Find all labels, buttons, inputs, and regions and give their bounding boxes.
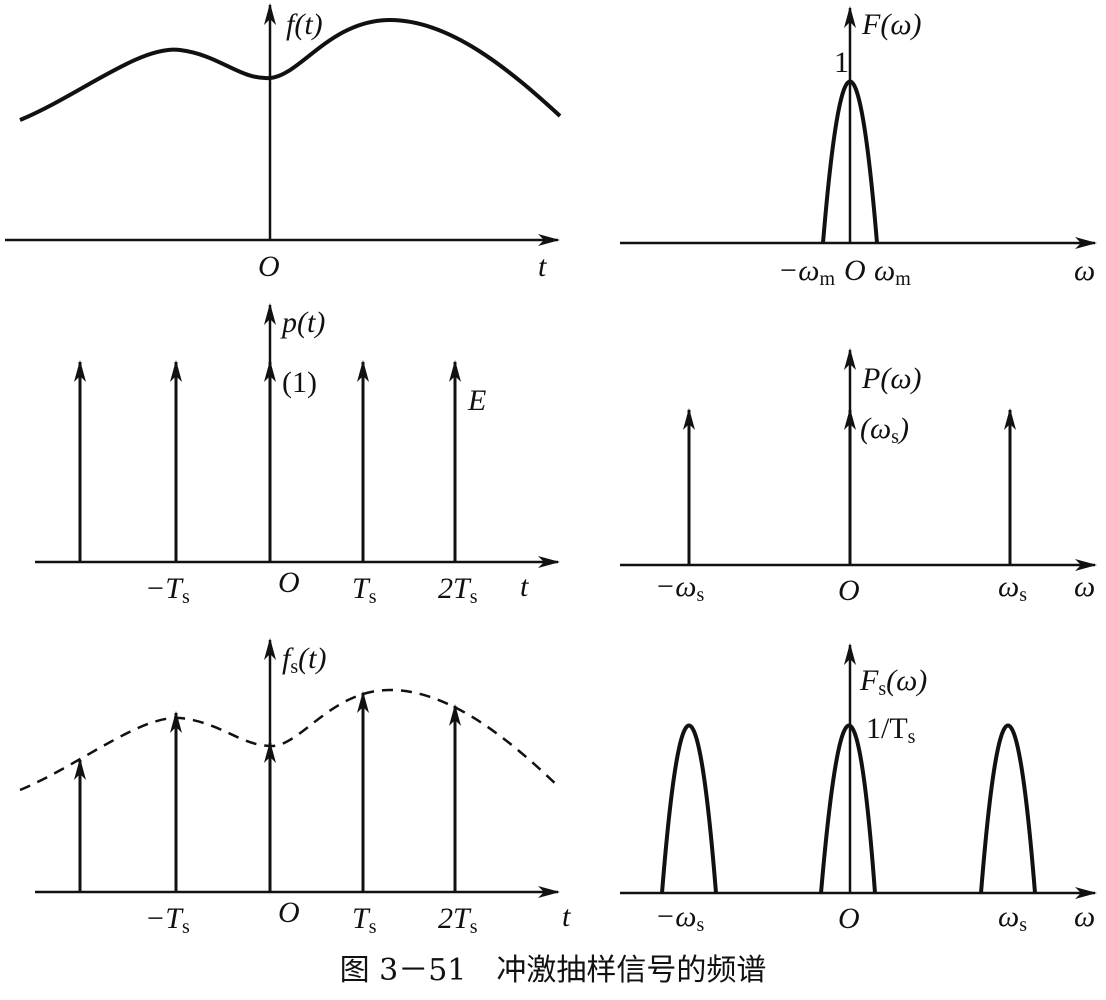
two-ts-label: 2Ts xyxy=(438,572,478,608)
ylabel: p(t) xyxy=(280,306,325,339)
ws-label: ωs xyxy=(998,570,1027,606)
neg-ws-label: −ωs xyxy=(655,900,704,936)
spectrum-lobe xyxy=(979,723,1037,894)
origin-label: O xyxy=(258,250,280,283)
two-ts-label: 2Ts xyxy=(438,902,478,938)
ts-label: Ts xyxy=(352,572,377,608)
amplitude-label: E xyxy=(467,384,486,417)
ylabel: Fs(ω) xyxy=(859,664,927,700)
ylabel: f(t) xyxy=(286,8,323,41)
peak-label: 1 xyxy=(834,46,849,79)
panel-Fs-freq: Fs(ω) 1/Ts −ωs O ωs ω xyxy=(620,643,1097,936)
weight-label: (1) xyxy=(282,366,317,399)
ylabel: P(ω) xyxy=(861,362,922,395)
envelope-dashed xyxy=(19,688,561,792)
spectrum-lobe xyxy=(821,79,879,244)
panel-F-freq: F(ω) 1 −ωm O ωm ω xyxy=(620,6,1097,290)
panel-f-time: f(t) O t xyxy=(5,3,562,283)
xlabel: t xyxy=(538,250,547,283)
peak-label: 1/Ts xyxy=(866,712,916,748)
spectrum-lobe xyxy=(660,723,718,894)
neg-ts-label: −Ts xyxy=(145,572,190,608)
weight-label: (ωs) xyxy=(860,412,909,448)
spectrum-lobe xyxy=(819,723,877,894)
xlabel: t xyxy=(520,570,529,603)
figure-caption: 图 3－51 冲激抽样信号的频谱 xyxy=(340,953,767,988)
xlabel: ω xyxy=(1074,570,1095,603)
origin-label: O xyxy=(278,566,300,599)
ylabel: F(ω) xyxy=(861,8,922,41)
signal-curve xyxy=(19,17,562,122)
panel-fs-time: fs(t) −Ts O Ts 2Ts t xyxy=(19,638,571,938)
neg-ws-label: −ωs xyxy=(655,570,704,606)
xlabel: t xyxy=(562,900,571,933)
wm-label: ωm xyxy=(874,254,911,290)
neg-wm-label: −ωm xyxy=(778,254,835,290)
origin-label: O xyxy=(278,896,300,929)
ylabel: fs(t) xyxy=(282,642,326,678)
xlabel: ω xyxy=(1074,254,1095,287)
ts-label: Ts xyxy=(352,902,377,938)
xlabel: ω xyxy=(1074,900,1095,933)
origin-label: O xyxy=(838,902,860,935)
panel-p-time: p(t) (1) E −Ts O Ts 2Ts t xyxy=(35,303,560,608)
panel-P-freq: P(ω) (ωs) −ωs O ωs ω xyxy=(620,348,1097,607)
origin-label: O xyxy=(838,574,860,607)
neg-ts-label: −Ts xyxy=(145,902,190,938)
origin-label: O xyxy=(844,254,866,287)
ws-label: ωs xyxy=(998,900,1027,936)
